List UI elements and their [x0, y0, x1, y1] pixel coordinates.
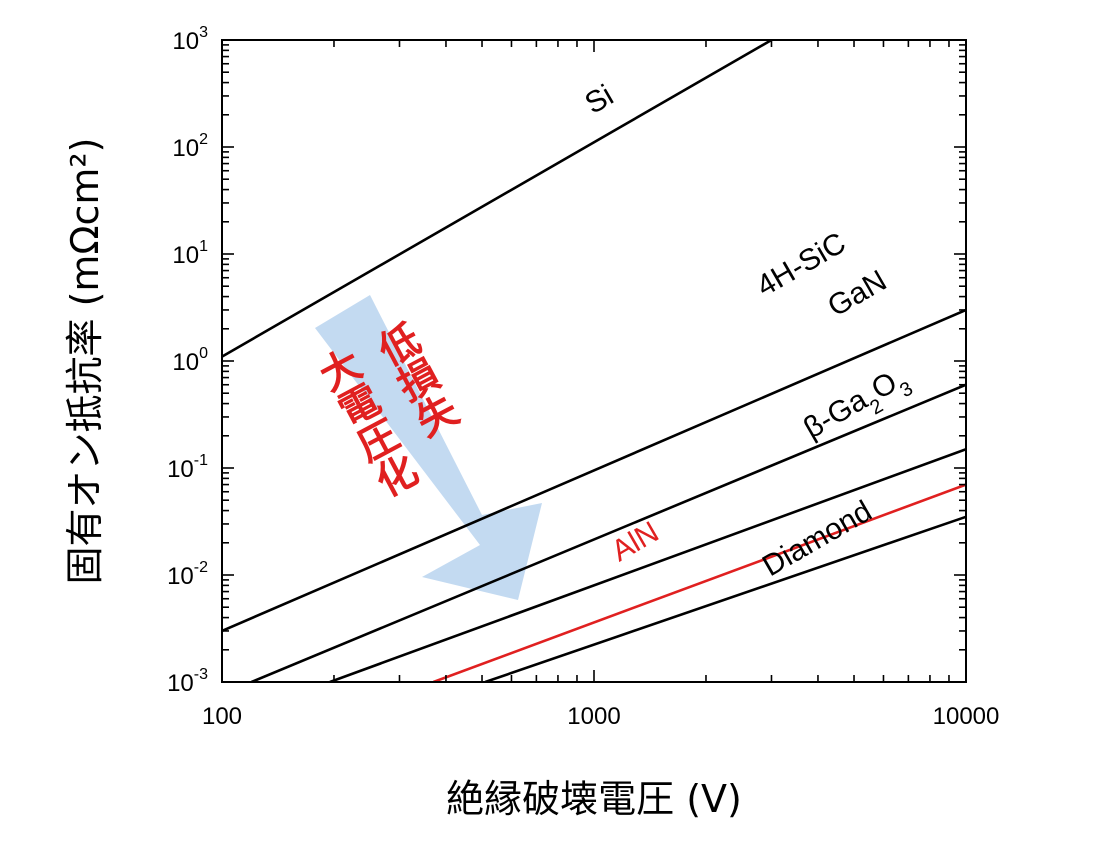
- series-label-diamond: Diamond: [757, 494, 877, 583]
- y-tick-label: 101: [172, 238, 208, 269]
- x-tick-label: 10000: [933, 703, 1000, 730]
- series-line-3: [329, 447, 966, 682]
- x-tick-label: 100: [202, 703, 242, 730]
- x-tick-label: 1000: [567, 703, 620, 730]
- y-tick-label: 10-1: [167, 452, 208, 483]
- series-label-aln: AlN: [606, 515, 664, 568]
- y-tick-label: 10-2: [167, 559, 208, 590]
- series-line-4: [432, 483, 966, 682]
- y-axis-title: 固有オン抵抗率 (mΩcm²): [63, 138, 107, 585]
- y-tick-label: 102: [172, 131, 208, 162]
- series-line-0: [222, 40, 773, 358]
- series-label-si: Si: [579, 79, 619, 121]
- x-axis-title: 絶縁破壊電圧 (V): [446, 777, 742, 821]
- y-tick-label: 103: [172, 24, 208, 55]
- series-line-1: [222, 308, 966, 633]
- y-tick-label: 10-3: [167, 666, 208, 697]
- series-label-gan: GaN: [822, 264, 892, 323]
- trend-arrow: [315, 295, 542, 600]
- series-line-5: [484, 515, 966, 682]
- y-tick-label: 100: [172, 345, 208, 376]
- ticks-layer: 100 1000 10000 103 102 101 100 10-1 10-2 10-3: [167, 24, 999, 730]
- series-line-2: [251, 383, 966, 682]
- series-layer: [222, 40, 966, 682]
